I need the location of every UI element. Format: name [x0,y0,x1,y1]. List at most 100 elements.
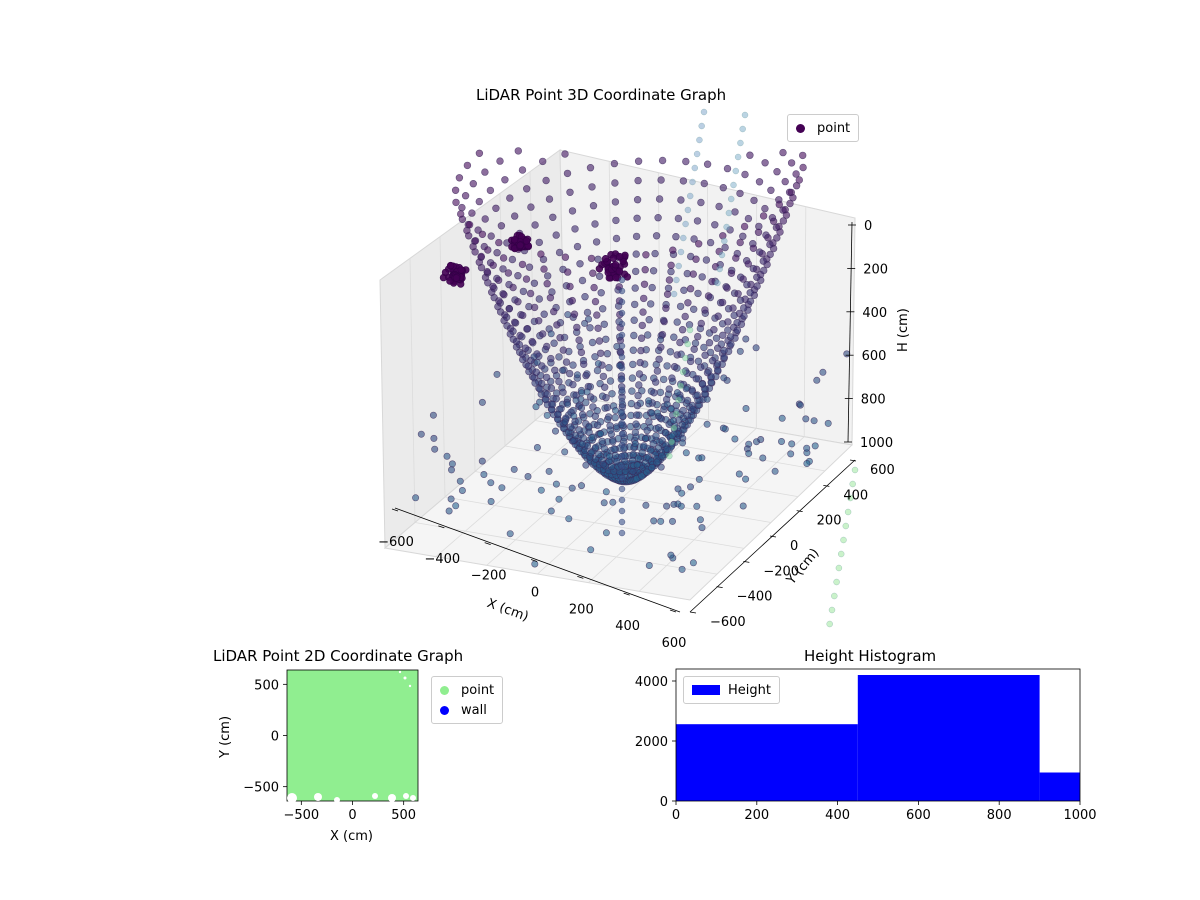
data-point [611,261,620,269]
data-point [663,362,671,370]
data-point [723,164,732,173]
data-point [489,261,497,269]
data-point [840,536,847,544]
data-point [641,434,649,442]
data-point [629,346,637,354]
data-point [715,202,723,211]
data-point [645,418,653,426]
data-point [731,435,739,443]
data-point [702,256,711,264]
data-point [723,284,731,292]
data-point [441,268,450,277]
data-point [600,383,609,391]
data-point [578,404,586,412]
y-tick-label: 0 [271,730,279,745]
data-point [543,411,551,419]
data-point [640,280,649,288]
data-point [623,273,631,281]
data-point [540,265,548,273]
x-tick-label: 500 [391,808,416,823]
data-point [672,410,680,418]
data-point [533,443,541,451]
data-point [586,324,594,332]
legend-label: wall [461,702,487,718]
y-tick [849,459,857,462]
data-point [598,305,607,313]
data-point [654,424,663,432]
data-point [755,178,764,186]
ticks-histogram: 0 200 400 600 800 1000 0 2000 4000 [635,675,1097,823]
data-point [582,371,590,380]
data-point [559,346,567,354]
data-point [703,420,711,428]
y-tick [769,535,777,538]
data-point [787,450,795,458]
data-point [609,254,618,262]
data-point [672,233,680,241]
x-tick-label: 1000 [1063,808,1096,823]
data-point [670,500,678,508]
data-point [652,232,661,240]
data-point [526,289,535,298]
data-point [484,246,492,254]
data-point [458,486,466,494]
data-point [602,488,610,496]
data-point [752,344,760,352]
data-point [477,252,485,261]
data-point [673,389,681,397]
histogram-bars [676,675,1080,801]
z-tick-label: 800 [861,393,886,408]
data-point [597,289,605,297]
data-point [611,198,620,206]
data-point [561,448,569,456]
data-point [637,334,646,342]
data-point [727,340,735,348]
data-point [591,443,600,452]
y-tick-label: −600 [710,615,746,630]
data-point [798,151,807,160]
data-point [615,267,624,275]
data-point [777,437,785,445]
data-point [606,422,614,430]
data-point [532,368,540,376]
data-point [533,358,541,366]
data-point [734,290,742,298]
data-point [844,508,852,516]
data-point [431,445,439,453]
data-point [538,330,547,338]
data-point [749,264,757,273]
data-point [557,405,565,413]
data-point [708,357,717,365]
data-point [649,440,657,448]
data-point [731,208,739,216]
data-point [631,428,640,437]
data-point [682,385,690,393]
data-point [762,231,770,239]
data-point [842,522,850,530]
y-tick-label: 200 [817,514,842,529]
data-point [766,240,774,249]
data-point [430,434,438,442]
data-point [600,499,608,507]
legend-item-wall-2d: wall [432,700,502,720]
chart-2d-title: LiDAR Point 2D Coordinate Graph [213,647,464,665]
data-point [452,274,461,282]
y-tick-label: −400 [737,590,773,605]
data-point [618,419,626,427]
data-point [749,244,758,253]
data-point [555,377,563,386]
data-point [676,338,684,347]
data-point [706,238,715,247]
data-point [828,606,836,614]
data-point [785,188,794,197]
data-point [689,559,697,567]
y-tick [796,510,803,513]
data-point [657,176,665,184]
data-point [512,337,521,346]
data-point [618,441,626,449]
data-point [697,319,705,328]
histogram-bar [857,675,1040,801]
data-point [678,565,686,573]
data-point [668,517,676,525]
data-point [568,207,577,215]
